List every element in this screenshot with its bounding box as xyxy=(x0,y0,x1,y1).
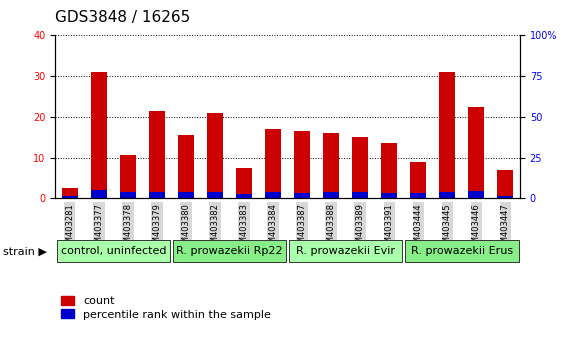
Bar xyxy=(381,193,397,198)
Bar xyxy=(178,135,194,198)
Bar xyxy=(294,131,310,198)
Bar xyxy=(236,194,252,198)
Text: R. prowazekii Erus: R. prowazekii Erus xyxy=(411,246,513,256)
Bar xyxy=(236,168,252,198)
Bar xyxy=(120,155,136,198)
Bar xyxy=(62,188,78,198)
Bar xyxy=(149,192,165,198)
FancyBboxPatch shape xyxy=(406,240,519,263)
Text: GDS3848 / 16265: GDS3848 / 16265 xyxy=(55,10,191,25)
Bar xyxy=(323,192,339,198)
Bar xyxy=(120,192,136,198)
Bar xyxy=(323,133,339,198)
Bar xyxy=(352,192,368,198)
Bar xyxy=(62,196,78,198)
Bar xyxy=(497,196,514,198)
Bar xyxy=(410,161,426,198)
Bar xyxy=(352,137,368,198)
Bar xyxy=(381,143,397,198)
Bar xyxy=(439,192,456,198)
Text: control, uninfected: control, uninfected xyxy=(60,246,166,256)
FancyBboxPatch shape xyxy=(289,240,403,263)
FancyBboxPatch shape xyxy=(57,240,170,263)
FancyBboxPatch shape xyxy=(173,240,286,263)
Bar xyxy=(497,170,514,198)
Bar xyxy=(265,192,281,198)
Bar xyxy=(265,129,281,198)
Legend: count, percentile rank within the sample: count, percentile rank within the sample xyxy=(61,296,271,320)
Text: R. prowazekii Evir: R. prowazekii Evir xyxy=(296,246,395,256)
Text: R. prowazekii Rp22: R. prowazekii Rp22 xyxy=(176,246,283,256)
Bar xyxy=(207,113,223,198)
Text: strain ▶: strain ▶ xyxy=(3,246,47,256)
Bar xyxy=(91,72,107,198)
Bar xyxy=(410,193,426,198)
Bar xyxy=(294,193,310,198)
Bar xyxy=(439,72,456,198)
Bar xyxy=(468,191,485,198)
Bar xyxy=(149,111,165,198)
Bar xyxy=(178,192,194,198)
Bar xyxy=(91,190,107,198)
Bar xyxy=(207,192,223,198)
Bar xyxy=(468,107,485,198)
